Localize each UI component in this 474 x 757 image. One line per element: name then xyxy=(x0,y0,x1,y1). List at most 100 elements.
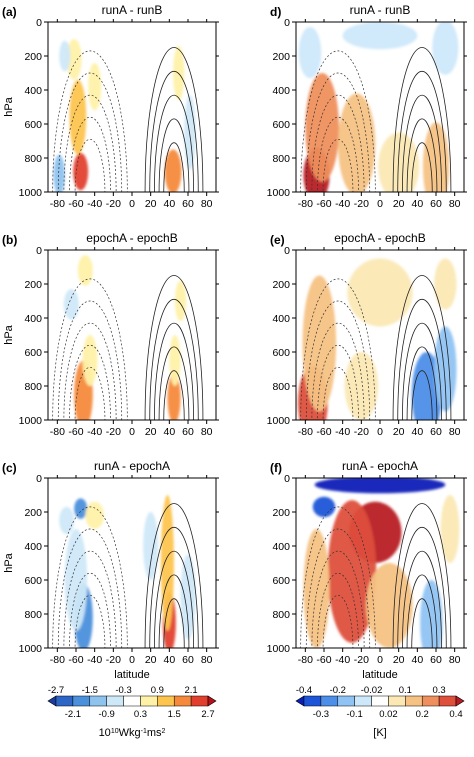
colorbar-tick-label-top: 0.9 xyxy=(151,685,164,696)
panel-a: -80 -60 -40 -20 0 20 40 60 8002004006008001000hP… xyxy=(2,3,219,210)
y-tick-label: 800 xyxy=(272,153,290,165)
shading-blob xyxy=(298,27,322,79)
y-tick-label: 0 xyxy=(36,17,42,29)
colorbar-swatch xyxy=(190,695,209,707)
x-tick-label: 20 xyxy=(145,654,157,666)
colorbar-tick-label-bottom: 2.7 xyxy=(201,709,214,720)
panel-title: epochA - epochB xyxy=(334,231,425,245)
contour-solid xyxy=(402,94,442,192)
shading-blob xyxy=(174,280,187,322)
x-tick-label: 40 xyxy=(163,198,175,210)
panel-title: runA - runB xyxy=(102,3,163,17)
shading-blob xyxy=(338,93,376,192)
y-tick-label: 800 xyxy=(24,381,42,393)
panel-title: runA - epochA xyxy=(342,459,418,473)
y-axis-label: hPa xyxy=(3,324,15,344)
colorbar-swatch xyxy=(55,695,74,707)
x-tick-label: 60 xyxy=(430,198,442,210)
colorbar-swatch xyxy=(106,695,124,707)
colorbar-tick-label-bottom: -0.9 xyxy=(98,709,114,720)
y-tick-label: 400 xyxy=(24,313,42,325)
y-tick-label: 800 xyxy=(24,153,42,165)
y-tick-label: 600 xyxy=(24,119,42,131)
contour-dashed xyxy=(311,94,365,192)
contour-dashed xyxy=(300,278,376,420)
colorbar-max-arrow xyxy=(455,695,465,707)
panel-label: (e) xyxy=(270,233,285,247)
x-tick-label: 80 xyxy=(201,198,213,210)
shading-blob xyxy=(314,478,446,494)
contour-dashed xyxy=(311,322,365,420)
shading-blob xyxy=(64,529,88,631)
x-tick-label: 0 xyxy=(377,198,383,210)
contour-solid xyxy=(154,322,194,420)
y-axis-label: hPa xyxy=(3,96,15,116)
colorbar-swatch xyxy=(388,695,406,707)
x-tick-label: 80 xyxy=(449,426,461,438)
x-tick-label: -40 xyxy=(87,198,102,210)
colorbar-label: [K] xyxy=(373,727,386,739)
panel-e: -80 -60 -40 -20 0 20 40 60 8002004006008001000ep… xyxy=(267,231,467,438)
contour-dashed xyxy=(305,300,371,420)
x-tick-label: 60 xyxy=(182,198,194,210)
contour-solid xyxy=(144,503,204,648)
y-tick-label: 600 xyxy=(272,575,290,587)
x-tick-label: -60 xyxy=(316,426,331,438)
colorbar-min-arrow xyxy=(47,695,57,707)
shading-blob xyxy=(169,335,181,386)
y-tick-label: 1000 xyxy=(267,187,291,199)
x-axis-label: latitude xyxy=(114,669,149,681)
x-tick-label: -80 xyxy=(298,426,313,438)
y-tick-label: 0 xyxy=(284,17,290,29)
y-tick-label: 1000 xyxy=(19,415,43,427)
colorbar-tick-label-bottom: 0.3 xyxy=(134,709,147,720)
colorbar-tick-label-bottom: 0.4 xyxy=(449,709,462,720)
y-tick-label: 200 xyxy=(272,279,290,291)
shading-blob xyxy=(411,352,442,420)
x-tick-label: -40 xyxy=(335,426,350,438)
contour-solid xyxy=(154,94,194,192)
y-tick-label: 400 xyxy=(24,541,42,553)
shading-blob xyxy=(420,580,443,648)
x-tick-label: -80 xyxy=(50,198,65,210)
x-tick-label: -40 xyxy=(87,654,102,666)
colorbar-swatch xyxy=(157,695,175,707)
colorbar-swatch xyxy=(173,695,192,707)
colorbar-swatch xyxy=(354,695,372,707)
shading-blob xyxy=(366,563,413,648)
colorbar-swatch xyxy=(72,695,91,707)
shading-layer xyxy=(59,495,196,648)
x-tick-label: -40 xyxy=(335,198,350,210)
shading-blob xyxy=(344,352,379,420)
colorbar-tick-label-top: -2.7 xyxy=(48,685,64,696)
y-tick-label: 1000 xyxy=(267,643,291,655)
x-tick-label: 40 xyxy=(163,654,175,666)
shading-blob xyxy=(77,255,93,286)
x-tick-label: 60 xyxy=(430,426,442,438)
colorbar-tick-label-bottom: 1.5 xyxy=(168,709,181,720)
x-tick-label: -20 xyxy=(106,426,121,438)
colorbar-swatch xyxy=(405,695,423,707)
y-tick-label: 600 xyxy=(272,347,290,359)
contour-solid xyxy=(406,574,438,648)
colorbar-swatch xyxy=(140,695,158,707)
colorbar-min-arrow xyxy=(295,695,305,707)
shading-blob xyxy=(143,512,159,580)
y-tick-label: 0 xyxy=(284,473,290,485)
shading-blob xyxy=(167,372,181,420)
contour-dashed xyxy=(300,506,376,648)
x-tick-label: 40 xyxy=(411,426,423,438)
colorbar-tick-label-top: -0.2 xyxy=(330,685,346,696)
x-tick-label: 80 xyxy=(201,654,213,666)
y-tick-label: 0 xyxy=(284,245,290,257)
panel-b: -80 -60 -40 -20 0 20 40 60 8002004006008001000hP… xyxy=(2,231,219,438)
x-tick-label: 80 xyxy=(449,654,461,666)
shading-blob xyxy=(434,326,457,412)
colorbar-swatch xyxy=(337,695,355,707)
panel-c: -80 -60 -40 -20 0 20 40 60 8002004006008001000hP… xyxy=(2,459,219,681)
colorbar-tick-label-top: -0.02 xyxy=(361,685,383,696)
contour-dashed xyxy=(52,278,128,420)
x-tick-label: 40 xyxy=(163,426,175,438)
contour-solid xyxy=(392,503,452,648)
colorbar-tick-label-bottom: -0.3 xyxy=(313,709,329,720)
